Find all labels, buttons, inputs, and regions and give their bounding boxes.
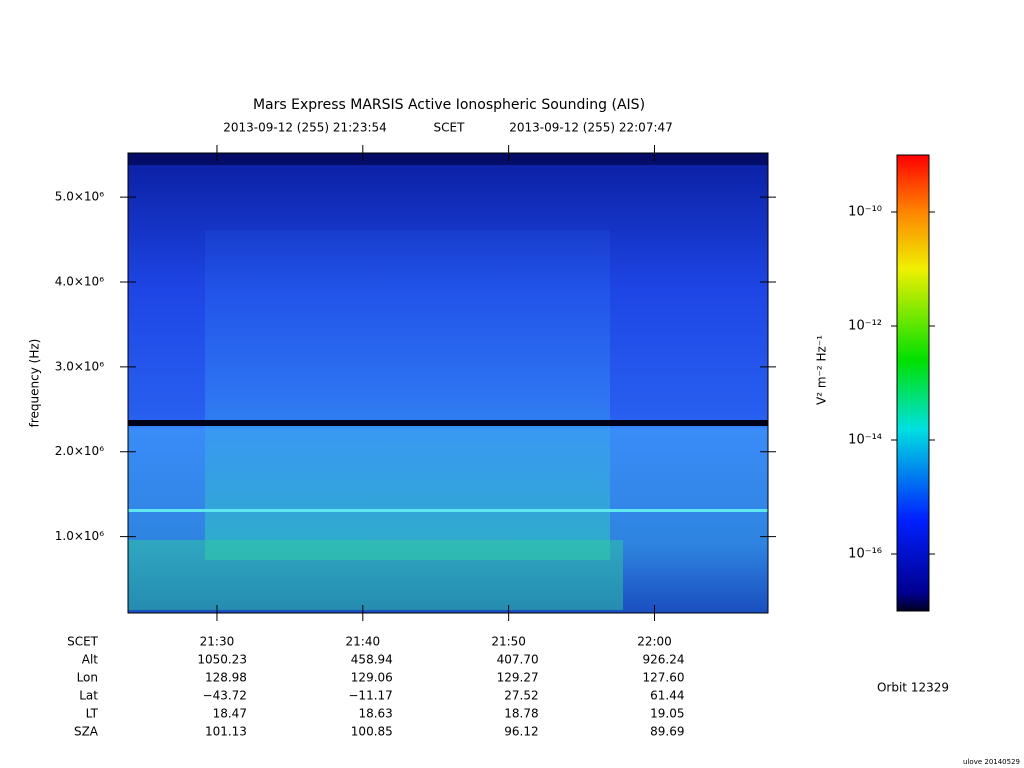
- y-tick-label: 3.0×10⁶: [55, 359, 104, 373]
- ephemeris-value: 128.98: [205, 671, 247, 685]
- x-tick-label: 21:30: [200, 635, 235, 649]
- ephemeris-value: 61.44: [650, 689, 684, 703]
- x-tick-label: 22:00: [637, 635, 672, 649]
- y-tick-label: 1.0×10⁶: [55, 529, 104, 543]
- subtitle-end: 2013-09-12 (255) 22:07:47: [509, 121, 673, 135]
- ephemeris-value: 18.78: [504, 707, 538, 721]
- ephemeris-value: 129.27: [497, 671, 539, 685]
- ephemeris-header: SCET: [67, 635, 99, 649]
- ephemeris-value: 926.24: [642, 653, 684, 667]
- y-tick-label: 2.0×10⁶: [55, 444, 104, 458]
- ephemeris-value: 96.12: [504, 725, 538, 739]
- ephemeris-value: 458.94: [351, 653, 393, 667]
- x-tick-label: 21:50: [491, 635, 526, 649]
- ephemeris-value: 18.47: [213, 707, 247, 721]
- ephemeris-row-label: LT: [86, 707, 99, 721]
- spectrogram-image: [128, 153, 768, 613]
- ephemeris-value: 27.52: [504, 689, 538, 703]
- y-tick-label: 4.0×10⁶: [55, 275, 104, 289]
- colorbar-tick-label: 10⁻¹⁰: [848, 205, 882, 220]
- subtitle-mid: SCET: [434, 121, 466, 135]
- orbit-label: Orbit 12329: [877, 681, 949, 695]
- ephemeris-value: 89.69: [650, 725, 684, 739]
- ephemeris-value: 407.70: [497, 653, 539, 667]
- ephemeris-value: 101.13: [205, 725, 247, 739]
- ephemeris-row-label: SZA: [74, 725, 99, 739]
- ephemeris-value: 127.60: [642, 671, 684, 685]
- colorbar-tick-label: 10⁻¹⁶: [848, 547, 882, 562]
- y-axis-label: frequency (Hz): [28, 339, 42, 428]
- ephemeris-value: −11.17: [348, 689, 392, 703]
- ephemeris-value: 18.63: [358, 707, 392, 721]
- footer: ulove 20140529: [963, 758, 1020, 766]
- chart-title: Mars Express MARSIS Active Ionospheric S…: [253, 97, 645, 113]
- colorbar: [896, 154, 930, 612]
- plot-frame: [127, 152, 769, 614]
- ephemeris-value: 1050.23: [197, 653, 247, 667]
- y-tick-label: 5.0×10⁶: [55, 190, 104, 204]
- ephemeris-value: −43.72: [203, 689, 247, 703]
- colorbar-tick-label: 10⁻¹⁴: [848, 433, 882, 448]
- ephemeris-row-label: Alt: [82, 653, 99, 667]
- ephemeris-row-label: Lat: [79, 689, 98, 703]
- colorbar-label: V² m⁻² Hz⁻¹: [815, 335, 829, 405]
- ephemeris-value: 100.85: [351, 725, 393, 739]
- ephemeris-row-label: Lon: [77, 671, 98, 685]
- x-tick-label: 21:40: [346, 635, 381, 649]
- colorbar-tick-label: 10⁻¹²: [848, 319, 882, 334]
- subtitle-start: 2013-09-12 (255) 21:23:54: [223, 121, 387, 135]
- ephemeris-value: 19.05: [650, 707, 684, 721]
- ephemeris-value: 129.06: [351, 671, 393, 685]
